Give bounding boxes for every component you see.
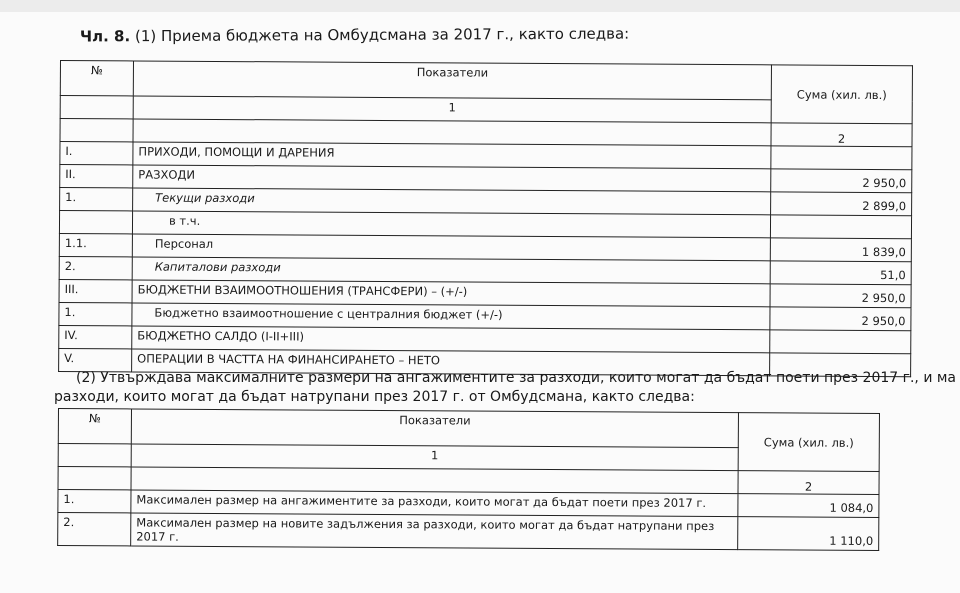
header-no: № — [60, 60, 134, 96]
header-indicators: Показатели — [131, 408, 739, 448]
row-number: V. — [58, 348, 132, 372]
row-amount: 2 950,0 — [770, 168, 912, 193]
row-number: 1. — [59, 187, 133, 211]
column-number-2: 2 — [737, 470, 880, 495]
row-number: III. — [59, 279, 133, 303]
row-amount — [769, 329, 911, 354]
row-amount — [770, 214, 912, 239]
row-number: 1.1. — [59, 233, 133, 257]
budget-table: № Показатели Сума (хил. лв.) 1 2 I. ПРИХО… — [58, 60, 913, 377]
row-number: IV. — [58, 325, 132, 349]
header-amount: Сума (хил. лв.) — [771, 64, 913, 124]
paragraph-2-line-2: разходи, които могат да бъдат натрупани … — [54, 389, 695, 405]
row-amount: 1 839,0 — [770, 237, 912, 262]
row-amount: 1 110,0 — [737, 516, 879, 551]
row-amount: 2 950,0 — [769, 306, 912, 331]
header-indicators: Показатели — [133, 60, 772, 100]
row-number: 1. — [58, 302, 133, 326]
commitments-table: № Показатели Сума (хил. лв.) 1 2 1. Макси… — [57, 408, 880, 551]
row-amount: 1 084,0 — [737, 493, 879, 518]
row-label: Максимален размер на новите задължения з… — [130, 512, 738, 550]
empty-cell — [60, 95, 134, 119]
header-row: № Показатели Сума (хил. лв.) — [60, 60, 913, 124]
row-number: I. — [59, 141, 134, 165]
article-text: (1) Приема бюджета на Омбудсмана за 2017… — [134, 24, 630, 46]
row-amount: 2 899,0 — [770, 191, 912, 216]
article-heading: Чл. 8. (1) Приема бюджета на Омбудсмана … — [80, 25, 629, 46]
row-number: 2. — [59, 256, 133, 280]
paragraph-2-line-1: (2) Утвърждава максималните размери на а… — [76, 370, 957, 386]
row-number: 1. — [57, 489, 132, 513]
header-amount: Сума (хил. лв.) — [738, 412, 880, 472]
row-number: II. — [59, 164, 133, 188]
column-number-2: 2 — [770, 122, 913, 147]
scan-edge — [0, 0, 960, 12]
row-number — [59, 210, 133, 234]
article-number: Чл. 8. — [79, 27, 131, 46]
row-amount — [770, 145, 912, 170]
header-no: № — [58, 408, 132, 444]
table-row: 2. Максимален размер на новите задължения… — [57, 512, 879, 551]
row-number: 2. — [57, 512, 131, 546]
row-amount: 2 950,0 — [770, 283, 912, 308]
row-amount: 51,0 — [770, 260, 912, 285]
